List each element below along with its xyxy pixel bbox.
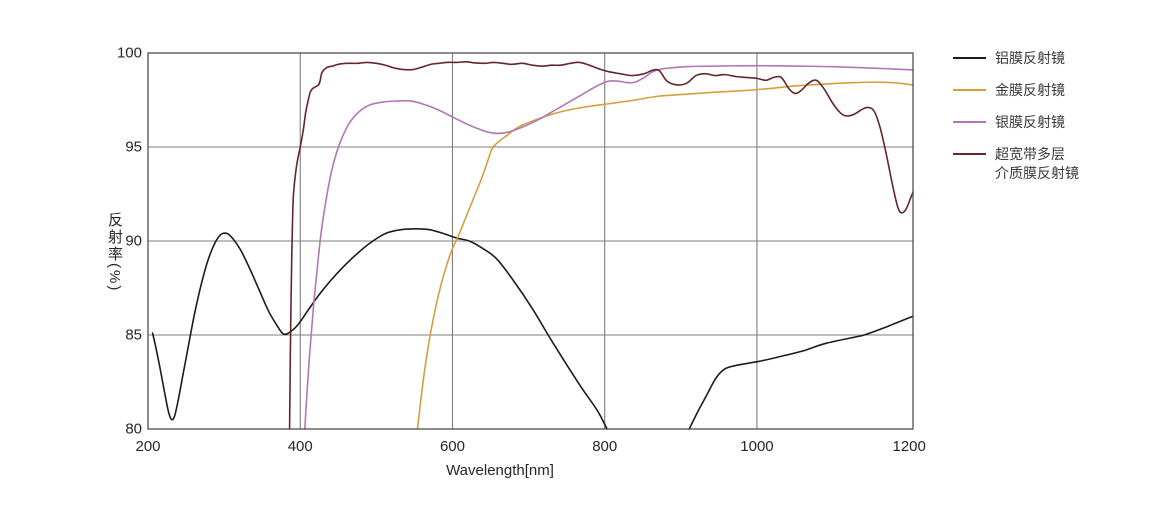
y-axis-title: 反射率(%) [106,212,123,293]
legend-line-swatch [953,89,986,91]
y-tick-label: 80 [125,420,142,438]
gridlines [148,53,913,429]
legend-line-swatch [953,153,986,155]
curve-gold-mirror [416,81,914,430]
curve-silver-mirror [304,64,914,430]
curve-aluminum-mirror [688,315,914,430]
legend-line-swatch [953,57,986,59]
curves [151,61,914,430]
x-axis-title: Wavelength[nm] [446,462,554,479]
plot-frame [147,52,914,430]
x-tick-label: 600 [439,438,465,455]
legend-item-silver-mirror: 银膜反射镜 [953,113,1079,132]
legend-label: 超宽带多层 介质膜反射镜 [995,146,1079,181]
x-tick-label: 1000 [740,438,774,455]
legend-line-swatch [953,121,986,123]
y-tick-label: 85 [125,326,142,344]
x-tick-label: 1200 [892,438,926,455]
legend: 铝膜反射镜金膜反射镜银膜反射镜超宽带多层 介质膜反射镜 [953,49,1079,196]
y-tick-label: 100 [116,44,142,62]
legend-label: 金膜反射镜 [995,82,1065,98]
curve-dielectric-mirror [288,61,914,430]
legend-label: 铝膜反射镜 [995,50,1065,66]
legend-item-dielectric-mirror: 超宽带多层 介质膜反射镜 [953,145,1079,183]
x-tick-label: 400 [287,438,313,455]
y-tick-label: 95 [125,138,142,156]
legend-item-aluminum-mirror: 铝膜反射镜 [953,49,1079,68]
legend-item-gold-mirror: 金膜反射镜 [953,81,1079,100]
legend-label: 银膜反射镜 [995,114,1065,130]
x-tick-label: 200 [135,438,161,455]
x-tick-label: 800 [592,438,618,455]
curve-aluminum-mirror [151,227,608,430]
y-tick-label: 90 [125,232,142,250]
